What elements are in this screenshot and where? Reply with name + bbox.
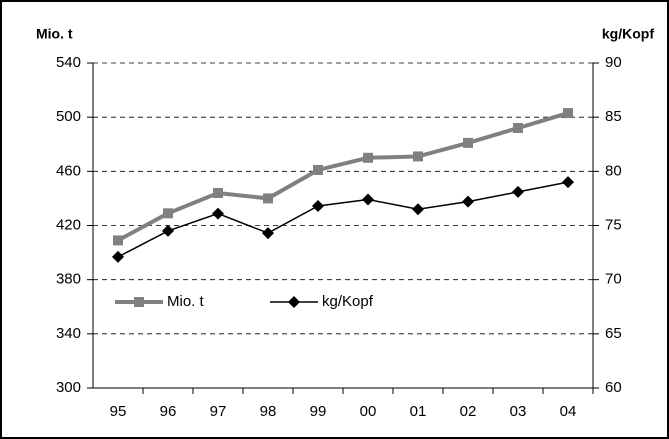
y-axis-title: Mio. t <box>36 26 73 42</box>
data-point <box>412 203 424 216</box>
data-point <box>212 207 224 220</box>
y2-tick-label: 90 <box>605 54 622 71</box>
x-tick-label: 00 <box>360 403 377 420</box>
y-tick-label: 380 <box>56 271 81 288</box>
x-tick-label: 03 <box>510 403 527 420</box>
data-point <box>113 235 123 246</box>
x-tick-label: 99 <box>310 403 327 420</box>
x-tick-label: 02 <box>460 403 477 420</box>
y2-tick-label: 75 <box>605 216 622 233</box>
y-tick-label: 540 <box>56 54 81 71</box>
legend-marker <box>288 296 300 308</box>
data-point <box>463 137 473 148</box>
data-point <box>562 176 574 189</box>
y-tick-label: 460 <box>56 162 81 179</box>
data-point <box>462 195 474 208</box>
x-tick-label: 96 <box>160 403 177 420</box>
data-point <box>362 193 374 206</box>
data-point <box>162 224 174 237</box>
data-point <box>563 108 573 119</box>
data-point <box>262 227 274 240</box>
y-tick-label: 420 <box>56 216 81 233</box>
x-tick-label: 04 <box>560 403 577 420</box>
data-point <box>312 200 324 212</box>
y2-tick-label: 70 <box>605 271 622 288</box>
series-line <box>117 111 569 243</box>
data-point <box>512 185 524 198</box>
data-point <box>313 164 323 175</box>
y-tick-label: 500 <box>56 108 81 125</box>
y-tick-label: 300 <box>56 379 81 396</box>
y2-axis-title: kg/Kopf <box>602 26 654 42</box>
x-tick-label: 97 <box>210 403 227 420</box>
x-tick-label: 95 <box>110 403 127 420</box>
y2-tick-label: 60 <box>605 379 622 396</box>
data-point <box>413 151 423 162</box>
data-point <box>263 193 273 204</box>
data-point <box>513 123 523 133</box>
data-point <box>163 208 173 219</box>
data-point <box>112 250 124 263</box>
legend-label: kg/Kopf <box>322 293 374 310</box>
y2-tick-label: 65 <box>605 325 622 342</box>
series-line <box>117 181 569 258</box>
x-tick-label: 01 <box>410 403 427 420</box>
legend-marker <box>134 297 144 307</box>
y-tick-label: 340 <box>56 325 81 342</box>
y2-tick-label: 85 <box>605 108 622 125</box>
legend-label: Mio. t <box>167 293 205 310</box>
x-tick-label: 98 <box>260 403 277 420</box>
data-point <box>213 188 223 198</box>
y2-tick-label: 80 <box>605 162 622 179</box>
data-point <box>363 152 373 163</box>
